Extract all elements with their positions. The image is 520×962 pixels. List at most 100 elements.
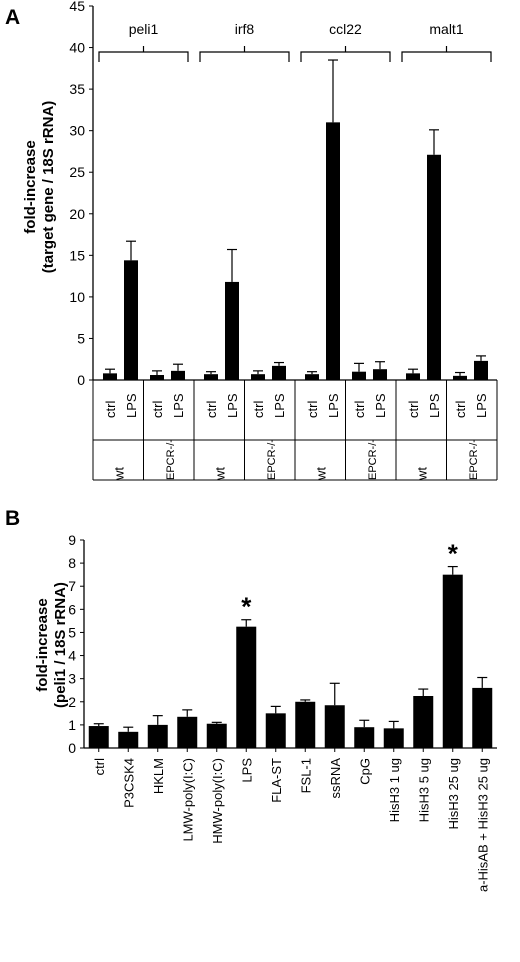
bar-3: [177, 716, 198, 748]
bar-7: [295, 701, 316, 748]
bar-9: [354, 727, 375, 748]
panel-b: B fold-increase (peli1 / 18S rRNA) 0 1 2 3 4…: [5, 507, 497, 892]
bar-irf8-wt-ctrl: [204, 374, 218, 380]
bar-peli1-wt-LPS: [124, 260, 138, 380]
y-tick-label: 30: [69, 123, 85, 139]
bar-malt1-EPCR-/--ctrl: [453, 375, 467, 380]
bar-ccl22-wt-LPS: [326, 122, 340, 380]
genotype-label: wt: [111, 467, 126, 481]
x-tick-label: HisH3 5 ug: [416, 758, 431, 822]
x-tick-label: LPS: [239, 758, 254, 783]
bar-peli1-EPCR-/--ctrl: [150, 375, 164, 380]
y-tick-label: 35: [69, 81, 85, 97]
bar-label: LPS: [171, 393, 186, 418]
bar-10: [383, 728, 404, 748]
y-tick-label: 5: [77, 330, 85, 346]
panel-a-letter: A: [5, 6, 20, 29]
bar-4: [206, 723, 227, 748]
y-tick-label: 20: [69, 206, 85, 222]
bar-label: ctrl: [150, 401, 165, 418]
y-tick-label: 1: [68, 717, 76, 733]
y-tick-label: 2: [68, 694, 76, 710]
genotype-label: wt: [212, 467, 227, 481]
y-tick-label: 0: [77, 372, 85, 388]
panel-a-ylabel-line1: fold-increase: [22, 140, 39, 233]
x-tick-label: HMW-poly(I:C): [210, 758, 225, 844]
x-tick-label: HisH3 25 ug: [446, 758, 461, 830]
y-tick-label: 45: [69, 0, 85, 14]
x-tick-label: CpG: [357, 758, 372, 785]
y-tick-label: 25: [69, 164, 85, 180]
y-tick-label: 4: [68, 648, 76, 664]
x-tick-label: P3CSK4: [121, 758, 136, 808]
bar-label: ctrl: [305, 401, 320, 418]
panel-b-letter: B: [5, 507, 20, 530]
bar-label: ctrl: [406, 401, 421, 418]
bar-13: [472, 687, 493, 748]
y-tick-label: 8: [68, 555, 76, 571]
panel-b-ylabel-line2: (peli1 / 18S rRNA): [52, 582, 69, 708]
bar-label: ctrl: [352, 401, 367, 418]
y-tick-label: 3: [68, 671, 76, 687]
panel-a: A fold-increase (target gene / 18S rRNA)…: [5, 0, 498, 481]
bar-6: [265, 713, 286, 748]
x-tick-label: HKLM: [151, 758, 166, 794]
gene-label-peli1: peli1: [129, 21, 159, 37]
y-tick-label: 6: [68, 601, 76, 617]
genotype-label: EPCR-/-: [165, 439, 177, 480]
bar-irf8-EPCR-/--ctrl: [251, 374, 265, 380]
y-tick-label: 10: [69, 289, 85, 305]
gene-bracket: [401, 51, 492, 62]
gene-bracket: [300, 51, 391, 62]
bar-peli1-wt-ctrl: [103, 373, 117, 380]
bar-label: LPS: [225, 393, 240, 418]
x-tick-label: HisH3 1 ug: [387, 758, 402, 822]
bar-label: ctrl: [453, 401, 468, 418]
bar-ccl22-EPCR-/--ctrl: [352, 371, 366, 380]
panel-b-ylabel-line1: fold-increase: [34, 598, 51, 691]
bar-label: LPS: [373, 393, 388, 418]
x-tick-label: FLA-ST: [269, 758, 284, 803]
bar-ccl22-wt-ctrl: [305, 374, 319, 380]
bar-8: [324, 705, 345, 748]
x-tick-label: ssRNA: [328, 758, 343, 799]
bar-label: ctrl: [103, 401, 118, 418]
gene-bracket: [98, 51, 189, 62]
bar-0: [88, 726, 109, 748]
bar-peli1-EPCR-/--LPS: [171, 370, 185, 380]
bar-label: LPS: [124, 393, 139, 418]
y-tick-label: 7: [68, 578, 76, 594]
genotype-label: wt: [414, 467, 429, 481]
bar-irf8-EPCR-/--LPS: [272, 365, 286, 380]
bar-irf8-wt-LPS: [225, 281, 239, 380]
y-tick-label: 15: [69, 247, 85, 263]
genotype-label: EPCR-/-: [367, 439, 379, 480]
bar-11: [413, 696, 434, 748]
x-tick-label: ctrl: [92, 758, 107, 775]
bar-label: LPS: [474, 393, 489, 418]
gene-bracket: [199, 51, 290, 62]
bar-label: LPS: [427, 393, 442, 418]
bar-1: [118, 731, 139, 748]
x-tick-label: FSL-1: [298, 758, 313, 793]
gene-label-malt1: malt1: [429, 21, 463, 37]
bar-ccl22-EPCR-/--LPS: [373, 369, 387, 380]
y-tick-label: 40: [69, 40, 85, 56]
y-tick-label: 0: [68, 740, 76, 756]
gene-label-irf8: irf8: [235, 21, 255, 37]
genotype-label: wt: [313, 467, 328, 481]
bar-5: [236, 626, 257, 748]
significance-marker: *: [448, 539, 459, 569]
bar-malt1-wt-LPS: [427, 154, 441, 380]
gene-label-ccl22: ccl22: [329, 21, 362, 37]
genotype-label: EPCR-/-: [468, 439, 480, 480]
y-tick-label: 9: [68, 532, 76, 548]
panel-a-ylabel-line2: (target gene / 18S rRNA): [40, 101, 57, 274]
significance-marker: *: [241, 592, 252, 622]
x-tick-label: a-HisAB + HisH3 25 ug: [475, 758, 490, 892]
bar-label: LPS: [272, 393, 287, 418]
bar-malt1-wt-ctrl: [406, 373, 420, 380]
bar-malt1-EPCR-/--LPS: [474, 360, 488, 380]
y-tick-label: 5: [68, 624, 76, 640]
